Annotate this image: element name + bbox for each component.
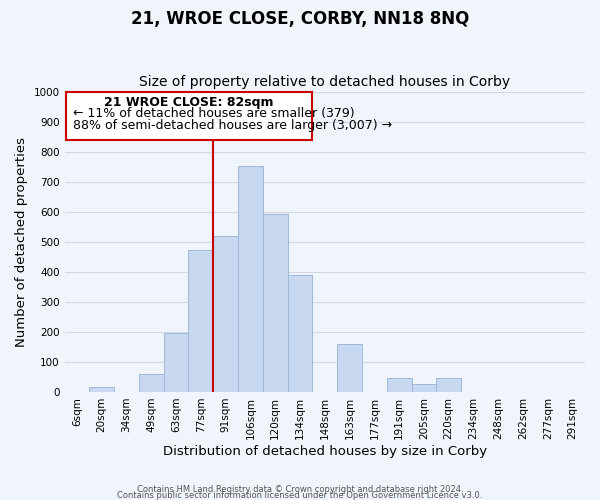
Text: Contains HM Land Registry data © Crown copyright and database right 2024.: Contains HM Land Registry data © Crown c… [137,484,463,494]
Bar [188,250,213,392]
Text: 21 WROE CLOSE: 82sqm: 21 WROE CLOSE: 82sqm [104,96,274,109]
Title: Size of property relative to detached houses in Corby: Size of property relative to detached ho… [139,76,511,90]
Bar [139,374,164,392]
Bar [337,344,362,392]
Bar [412,384,436,392]
Bar [263,214,287,392]
Bar [89,388,114,392]
Y-axis label: Number of detached properties: Number of detached properties [15,137,28,347]
Text: 88% of semi-detached houses are larger (3,007) →: 88% of semi-detached houses are larger (… [73,118,392,132]
FancyBboxPatch shape [66,92,313,140]
Bar [387,378,412,392]
Bar [164,334,188,392]
Text: Contains public sector information licensed under the Open Government Licence v3: Contains public sector information licen… [118,490,482,500]
Bar [436,378,461,392]
Bar [213,236,238,392]
Bar [238,166,263,392]
Bar [287,275,313,392]
X-axis label: Distribution of detached houses by size in Corby: Distribution of detached houses by size … [163,444,487,458]
Text: 21, WROE CLOSE, CORBY, NN18 8NQ: 21, WROE CLOSE, CORBY, NN18 8NQ [131,10,469,28]
Text: ← 11% of detached houses are smaller (379): ← 11% of detached houses are smaller (37… [73,106,355,120]
